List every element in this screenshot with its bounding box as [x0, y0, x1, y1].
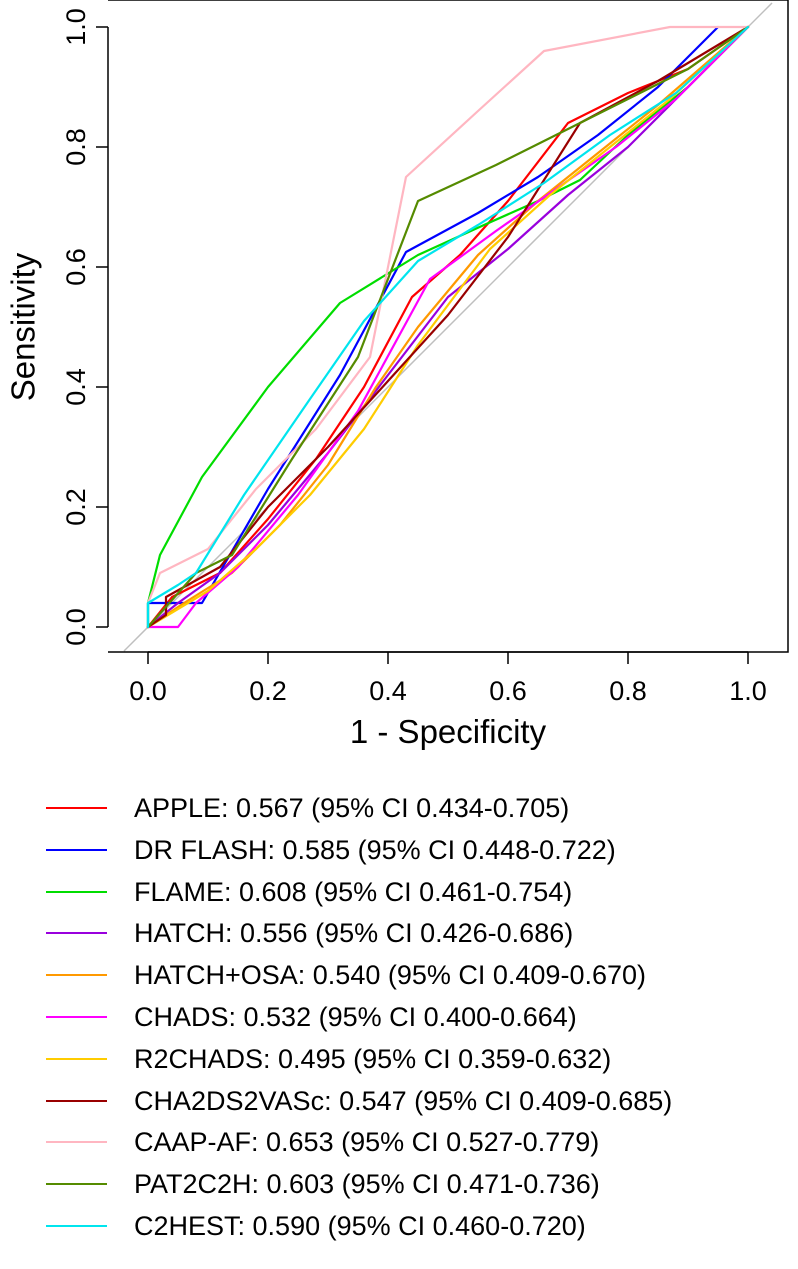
legend-entry: CHADS: 0.532 (95% CI 0.400-0.664) [0, 999, 798, 1035]
legend-swatch [46, 1183, 107, 1186]
axes-layer: 0.0 0.2 0.4 0.6 0.8 1.0 0.0 0.2 0.4 0.6 0.8 1.0 1 - … [5, 0, 789, 750]
legend-label: HATCH+OSA: 0.540 (95% CI 0.409-0.670) [134, 960, 646, 991]
roc-curve-c2hest [146, 25, 750, 629]
legend-label: APPLE: 0.567 (95% CI 0.434-0.705) [134, 793, 570, 823]
x-tick-label: 0.8 [609, 676, 647, 706]
legend-swatch [46, 932, 107, 935]
x-tick-label: 1.0 [729, 676, 767, 706]
legend-entry: CAAP-AF: 0.653 (95% CI 0.527-0.779) [0, 1124, 798, 1160]
legend-entry: HATCH: 0.556 (95% CI 0.426-0.686) [0, 915, 798, 951]
legend-swatch [46, 1141, 107, 1144]
legend-swatch [46, 807, 107, 809]
legend-label: R2CHADS: 0.495 (95% CI 0.359-0.632) [134, 1043, 612, 1074]
legend-swatch [46, 890, 107, 893]
roc-curve-chads [146, 25, 750, 629]
roc-curve-caap-af [146, 25, 750, 605]
legend-label: C2HEST: 0.590 (95% CI 0.460-0.720) [134, 1211, 586, 1241]
y-tick-label: 0.6 [61, 248, 91, 286]
legend-label: CAAP-AF: 0.653 (95% CI 0.527-0.779) [134, 1127, 600, 1158]
y-tick-label: 0.4 [61, 368, 91, 406]
legend-label: CHA2DS2VASc: 0.547 (95% CI 0.409-0.685) [134, 1085, 673, 1116]
legend-entry: PAT2C2H: 0.603 (95% CI 0.471-0.736) [0, 1166, 798, 1202]
legend-swatch [46, 1057, 107, 1060]
legend-label: FLAME: 0.608 (95% CI 0.461-0.754) [134, 876, 573, 907]
y-tick-label: 0.8 [61, 128, 91, 166]
legend-label: CHADS: 0.532 (95% CI 0.400-0.664) [134, 1002, 577, 1032]
x-tick-label: 0.4 [369, 676, 407, 706]
legend: APPLE: 0.567 (95% CI 0.434-0.705) DR FLAS… [0, 790, 798, 1260]
legend-swatch [46, 974, 107, 977]
legend-label: HATCH: 0.556 (95% CI 0.426-0.686) [134, 918, 574, 949]
legend-swatch [46, 1225, 107, 1227]
x-tick-label: 0.2 [249, 676, 287, 706]
legend-entry: HATCH+OSA: 0.540 (95% CI 0.409-0.670) [0, 957, 798, 993]
legend-label: DR FLASH: 0.585 (95% CI 0.448-0.722) [134, 834, 616, 865]
y-tick-label: 0.0 [61, 608, 91, 646]
legend-entry: C2HEST: 0.590 (95% CI 0.460-0.720) [0, 1208, 798, 1244]
legend-entry: FLAME: 0.608 (95% CI 0.461-0.754) [0, 874, 798, 910]
plot-layer [123, 2, 773, 652]
x-axis-title: 1 - Specificity [350, 713, 547, 750]
legend-entry: APPLE: 0.567 (95% CI 0.434-0.705) [0, 790, 798, 826]
x-tick-label: 0.0 [129, 676, 167, 706]
legend-swatch [46, 1016, 107, 1018]
roc-curve-dr-flash [146, 25, 720, 629]
legend-swatch [46, 848, 107, 851]
legend-entry: R2CHADS: 0.495 (95% CI 0.359-0.632) [0, 1041, 798, 1077]
y-tick-label: 1.0 [61, 8, 91, 46]
x-tick-label: 0.6 [489, 676, 527, 706]
legend-swatch [46, 1099, 107, 1102]
roc-chart: 0.0 0.2 0.4 0.6 0.8 1.0 0.0 0.2 0.4 0.6 0.8 1.0 1 - … [5, 0, 789, 750]
legend-entry: CHA2DS2VASc: 0.547 (95% CI 0.409-0.685) [0, 1083, 798, 1119]
roc-curve-r2chads [146, 25, 750, 629]
roc-curve-hatch [146, 25, 750, 629]
y-tick-label: 0.2 [61, 488, 91, 526]
legend-label: PAT2C2H: 0.603 (95% CI 0.471-0.736) [134, 1169, 600, 1200]
roc-curve-pat2c2h [146, 25, 750, 629]
y-axis-title: Sensitivity [5, 252, 42, 401]
roc-curve-flame [146, 25, 750, 629]
legend-entry: DR FLASH: 0.585 (95% CI 0.448-0.722) [0, 832, 798, 868]
